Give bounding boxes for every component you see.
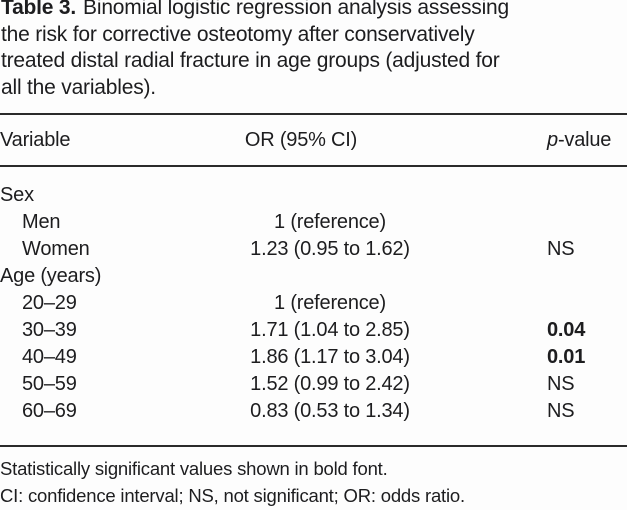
- table-caption: Table 3. Binomial logistic regression ana…: [0, 0, 627, 101]
- table-row-50-59: 50–59 1.52 (0.99 to 2.42) NS: [0, 371, 627, 398]
- p-value-cell: [463, 290, 627, 317]
- or-ci-cell: 0.83 (0.53 to 1.34): [250, 400, 410, 422]
- column-header-variable: Variable: [0, 114, 197, 167]
- header-row: Variable OR (95% CI) p-value: [0, 114, 627, 167]
- column-header-or-ci: OR (95% CI): [197, 114, 463, 167]
- or-ci-cell: [197, 263, 463, 290]
- variable-cell: Men: [22, 211, 61, 233]
- p-value-cell: [463, 263, 627, 290]
- p-value-cell: 0.04: [547, 319, 586, 341]
- p-value-cell: NS: [547, 238, 575, 260]
- table-footnotes: Statistically significant values shown i…: [0, 455, 627, 509]
- variable-cell: 50–59: [22, 373, 77, 395]
- p-value-header-text: p-value: [547, 128, 612, 151]
- table-number-label: Table 3.: [1, 0, 77, 19]
- footnote-abbreviations: CI: confidence interval; NS, not signifi…: [0, 485, 465, 506]
- caption-line: treated distal radial fracture in age gr…: [1, 49, 500, 72]
- or-ci-cell: 1.52 (0.99 to 2.42): [250, 373, 410, 395]
- table-header: Variable OR (95% CI) p-value: [0, 114, 627, 167]
- table-row-60-69: 60–69 0.83 (0.53 to 1.34) NS: [0, 398, 627, 446]
- table-row-men: Men 1 (reference): [0, 209, 627, 236]
- variable-cell: Sex: [0, 184, 34, 206]
- table-row-sex-group: Sex: [0, 166, 627, 209]
- or-ci-cell: [197, 166, 463, 209]
- table-body: Sex Men 1 (reference) Women 1.23 (0.95 t…: [0, 166, 627, 446]
- variable-cell: Age (years): [0, 265, 102, 287]
- column-header-p-value: p-value: [463, 114, 627, 167]
- p-value-cell: 0.01: [547, 346, 586, 368]
- footnote-significance: Statistically significant values shown i…: [0, 458, 388, 479]
- caption-line: Table 3. Binomial logistic regression ana…: [1, 0, 627, 22]
- or-ci-cell: 1 (reference): [274, 292, 386, 314]
- caption-line: the risk for corrective osteotomy after …: [1, 22, 475, 46]
- variable-cell: 20–29: [22, 292, 77, 314]
- table-row-age-group: Age (years): [0, 263, 627, 290]
- caption-line-text: Binomial logistic regression analysis as…: [83, 0, 510, 19]
- table-row-30-39: 30–39 1.71 (1.04 to 2.85) 0.04: [0, 317, 627, 344]
- p-value-cell: NS: [547, 373, 575, 395]
- caption-line: all the variables).: [1, 75, 156, 99]
- variable-cell: 30–39: [22, 319, 77, 341]
- p-value-cell: NS: [547, 400, 575, 422]
- regression-table: Variable OR (95% CI) p-value Sex Men 1 (…: [0, 113, 627, 447]
- p-value-cell: [463, 166, 627, 209]
- or-ci-cell: 1 (reference): [274, 211, 386, 233]
- or-ci-cell: 1.71 (1.04 to 2.85): [250, 319, 410, 341]
- variable-cell: Women: [22, 238, 90, 260]
- table-row-40-49: 40–49 1.86 (1.17 to 3.04) 0.01: [0, 344, 627, 371]
- p-value-cell: [463, 209, 627, 236]
- or-ci-cell: 1.23 (0.95 to 1.62): [250, 238, 410, 260]
- variable-cell: 40–49: [22, 346, 77, 368]
- variable-cell: 60–69: [22, 400, 77, 422]
- table-row-women: Women 1.23 (0.95 to 1.62) NS: [0, 236, 627, 263]
- or-ci-cell: 1.86 (1.17 to 3.04): [250, 346, 410, 368]
- table-row-20-29: 20–29 1 (reference): [0, 290, 627, 317]
